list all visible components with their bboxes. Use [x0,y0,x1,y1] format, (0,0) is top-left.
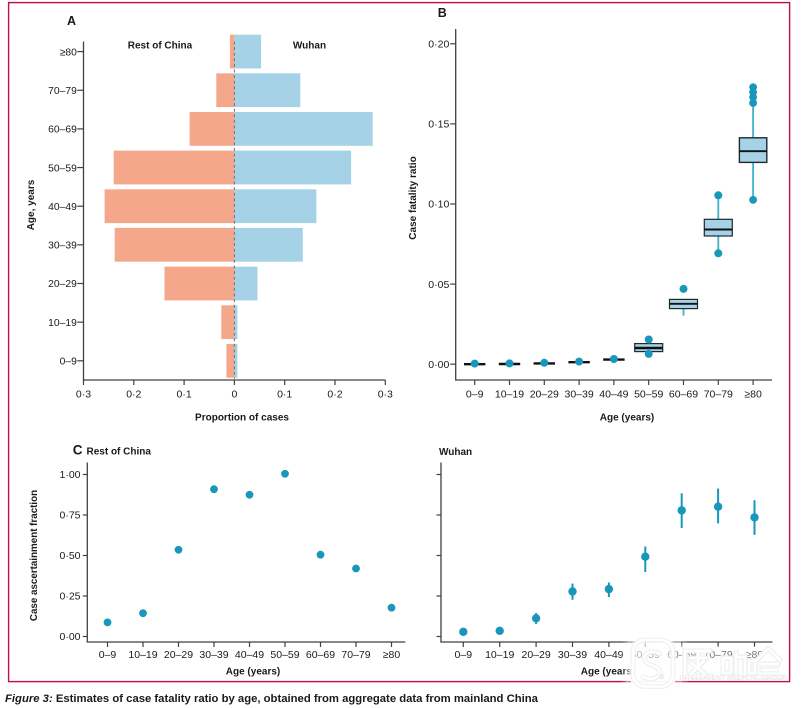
svg-text:Age, years: Age, years [26,179,37,230]
svg-text:1·00: 1·00 [59,469,80,481]
svg-text:Age (years): Age (years) [600,413,654,424]
svg-text:30–39: 30–39 [48,241,77,252]
svg-text:0–9: 0–9 [466,389,484,401]
svg-text:Age (years): Age (years) [226,667,280,678]
svg-text:≥80: ≥80 [744,389,762,401]
svg-text:Case ascertainment fraction: Case ascertainment fraction [29,490,40,621]
svg-text:30–39: 30–39 [199,649,228,661]
svg-text:Wuhan: Wuhan [439,447,472,458]
svg-text:0·75: 0·75 [59,510,80,522]
svg-text:B: B [438,6,447,20]
svg-text:10–19: 10–19 [128,649,157,661]
svg-text:Proportion of cases: Proportion of cases [195,413,289,424]
svg-text:0·20: 0·20 [428,39,449,51]
svg-text:0·10: 0·10 [428,199,449,211]
svg-text:0·50: 0·50 [59,550,80,562]
svg-text:Case fatality ratio: Case fatality ratio [408,156,419,239]
svg-text:0·00: 0·00 [428,359,449,371]
svg-text:Wuhan: Wuhan [293,41,326,52]
svg-text:20–29: 20–29 [48,279,77,290]
svg-text:Rest of China: Rest of China [128,41,193,52]
svg-text:20–29: 20–29 [530,389,559,401]
svg-text:30–39: 30–39 [564,389,593,401]
svg-text:10–19: 10–19 [495,389,524,401]
svg-text:0·05: 0·05 [428,279,449,291]
svg-text:60–69: 60–69 [669,389,698,401]
svg-text:0–9: 0–9 [99,649,117,661]
svg-text:0: 0 [231,389,237,401]
svg-text:60–69: 60–69 [48,125,77,136]
svg-text:0·1: 0·1 [177,389,192,401]
svg-text:0·00: 0·00 [59,631,80,643]
svg-text:0–9: 0–9 [455,649,473,661]
svg-text:0·3: 0·3 [378,389,393,401]
svg-text:50–59: 50–59 [270,649,299,661]
svg-text:≥80: ≥80 [383,649,401,661]
svg-text:0·2: 0·2 [327,389,342,401]
svg-text:50–59: 50–59 [634,389,663,401]
svg-text:0·1: 0·1 [277,389,292,401]
svg-text:40–49: 40–49 [235,649,264,661]
svg-text:40–49: 40–49 [594,649,623,661]
svg-text:0·3: 0·3 [76,389,91,401]
svg-text:INTELLIGENT MEDICAL GROUP: INTELLIGENT MEDICAL GROUP [679,675,787,682]
svg-text:0·2: 0·2 [126,389,141,401]
svg-text:≥80: ≥80 [60,47,77,58]
svg-text:20–29: 20–29 [164,649,193,661]
svg-text:Age (years): Age (years) [581,667,635,678]
svg-text:10–19: 10–19 [48,318,77,329]
svg-text:0·15: 0·15 [428,119,449,131]
svg-text:60–69: 60–69 [306,649,335,661]
svg-text:70–79: 70–79 [341,649,370,661]
svg-text:30–39: 30–39 [558,649,587,661]
svg-text:0–9: 0–9 [60,357,77,368]
svg-text:40–49: 40–49 [48,202,77,213]
svg-text:A: A [67,14,76,28]
svg-text:10–19: 10–19 [485,649,514,661]
svg-text:C: C [73,442,83,457]
svg-text:Rest of China: Rest of China [87,446,152,457]
svg-text:20–29: 20–29 [521,649,550,661]
svg-text:50–59: 50–59 [48,163,77,174]
svg-text:70–79: 70–79 [704,389,733,401]
svg-text:70–79: 70–79 [48,86,77,97]
svg-text:0·25: 0·25 [59,591,80,603]
svg-text:40–49: 40–49 [599,389,628,401]
